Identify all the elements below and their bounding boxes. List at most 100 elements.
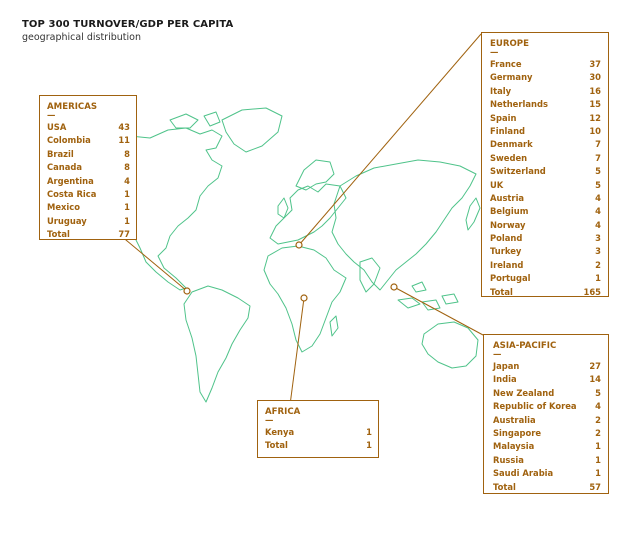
count-value: 1 (124, 188, 130, 199)
count-value: 4 (595, 219, 601, 230)
divider: — (490, 47, 499, 57)
country-label: Total (493, 481, 516, 492)
list-item: Denmark 7 (490, 138, 601, 151)
count-value: 1 (124, 215, 130, 226)
list-item: Japan 27 (493, 360, 601, 373)
south-america-outline (183, 285, 251, 403)
country-label: Malaysia (493, 441, 535, 452)
divider: — (47, 110, 56, 120)
list-item: Malaysia 1 (493, 440, 601, 453)
country-label: Mexico (47, 202, 81, 213)
list-item: Colombia 11 (47, 134, 130, 147)
country-label: Norway (490, 219, 526, 230)
country-label: Austria (490, 192, 525, 203)
count-value: 27 (589, 361, 601, 371)
marker-asia-pacific (390, 283, 398, 291)
divider: — (265, 415, 274, 425)
page-title: TOP 300 TURNOVER/GDP PER CAPITA (22, 19, 234, 30)
country-label: Denmark (490, 139, 533, 150)
count-value: 1 (124, 202, 130, 213)
country-label: Belgium (490, 206, 529, 217)
count-value: 8 (124, 162, 130, 173)
list-item: Poland 3 (490, 232, 601, 245)
page-subtitle: geographical distribution (22, 32, 141, 43)
region-title: ASIA-PACIFIC (493, 341, 557, 351)
country-label: Saudi Arabia (493, 468, 554, 479)
country-label: Singapore (493, 427, 542, 438)
country-label: Spain (490, 112, 517, 123)
country-label: Italy (490, 85, 512, 96)
country-label: Total (490, 286, 513, 297)
country-label: Australia (493, 414, 536, 425)
count-value: 15 (589, 99, 601, 110)
country-label: Switzerland (490, 166, 546, 177)
country-label: Russia (493, 454, 524, 465)
country-label: Ireland (490, 259, 524, 270)
region-list: France 37 Germany 30 Italy 16 Netherlands 15 Spa… (490, 58, 601, 299)
count-value: 5 (595, 179, 601, 190)
list-item: Argentina 4 (47, 175, 130, 188)
divider: — (493, 349, 502, 359)
list-item: Total 77 (47, 228, 130, 241)
list-item: Belgium 4 (490, 205, 601, 218)
list-item: Ireland 2 (490, 259, 601, 272)
count-value: 5 (595, 166, 601, 177)
count-value: 14 (589, 374, 601, 385)
list-item: Netherlands 15 (490, 98, 601, 111)
list-item: Total 1 (265, 439, 372, 452)
count-value: 7 (595, 139, 601, 150)
list-item: New Zealand 5 (493, 387, 601, 400)
africa-outline (263, 245, 347, 353)
country-label: UK (490, 179, 504, 190)
marker-americas (183, 287, 191, 295)
country-label: Total (265, 440, 288, 451)
list-item: Turkey 3 (490, 245, 601, 258)
list-item: Kenya 1 (265, 426, 372, 439)
country-label: Netherlands (490, 99, 548, 110)
country-label: Brazil (47, 148, 74, 159)
list-item: USA 43 (47, 121, 130, 134)
list-item: Uruguay 1 (47, 215, 130, 228)
country-label: Japan (493, 361, 520, 371)
europe-outline (269, 183, 347, 245)
asia-outline (331, 159, 477, 291)
country-label: Turkey (490, 246, 522, 257)
country-label: Poland (490, 233, 523, 244)
list-item: Italy 16 (490, 85, 601, 98)
list-item: Norway 4 (490, 219, 601, 232)
count-value: 5 (595, 387, 601, 398)
list-item: Austria 4 (490, 192, 601, 205)
list-item: Total 57 (493, 481, 601, 494)
list-item: Saudi Arabia 1 (493, 467, 601, 480)
country-label: New Zealand (493, 387, 555, 398)
list-item: Portugal 1 (490, 272, 601, 285)
count-value: 37 (589, 59, 601, 69)
list-item: Switzerland 5 (490, 165, 601, 178)
country-label: USA (47, 122, 67, 132)
list-item: Costa Rica 1 (47, 188, 130, 201)
list-item: UK 5 (490, 179, 601, 192)
region-list: Japan 27 India 14 New Zealand 5 Republic of Ko… (493, 360, 601, 494)
country-label: Kenya (265, 427, 295, 437)
count-value: 1 (366, 427, 372, 437)
country-label: Argentina (47, 175, 94, 186)
region-list: Kenya 1 Total 1 (265, 426, 372, 453)
count-value: 77 (118, 229, 130, 240)
americas-panel: AMERICAS — USA 43 Colombia 11 Brazil 8 Canada 8… (39, 95, 137, 240)
leader-americas (119, 234, 188, 292)
count-value: 4 (595, 401, 601, 412)
country-label: Portugal (490, 273, 531, 284)
country-label: Sweden (490, 152, 528, 163)
country-label: Finland (490, 125, 526, 136)
country-label: Total (47, 229, 70, 240)
list-item: Sweden 7 (490, 152, 601, 165)
region-title: AMERICAS (47, 102, 98, 112)
list-item: Mexico 1 (47, 201, 130, 214)
list-item: Total 165 (490, 286, 601, 299)
leader-asia-pacific (393, 286, 484, 336)
greenland-outline (221, 107, 283, 153)
count-value: 7 (595, 152, 601, 163)
count-value: 165 (583, 286, 601, 297)
count-value: 4 (595, 206, 601, 217)
